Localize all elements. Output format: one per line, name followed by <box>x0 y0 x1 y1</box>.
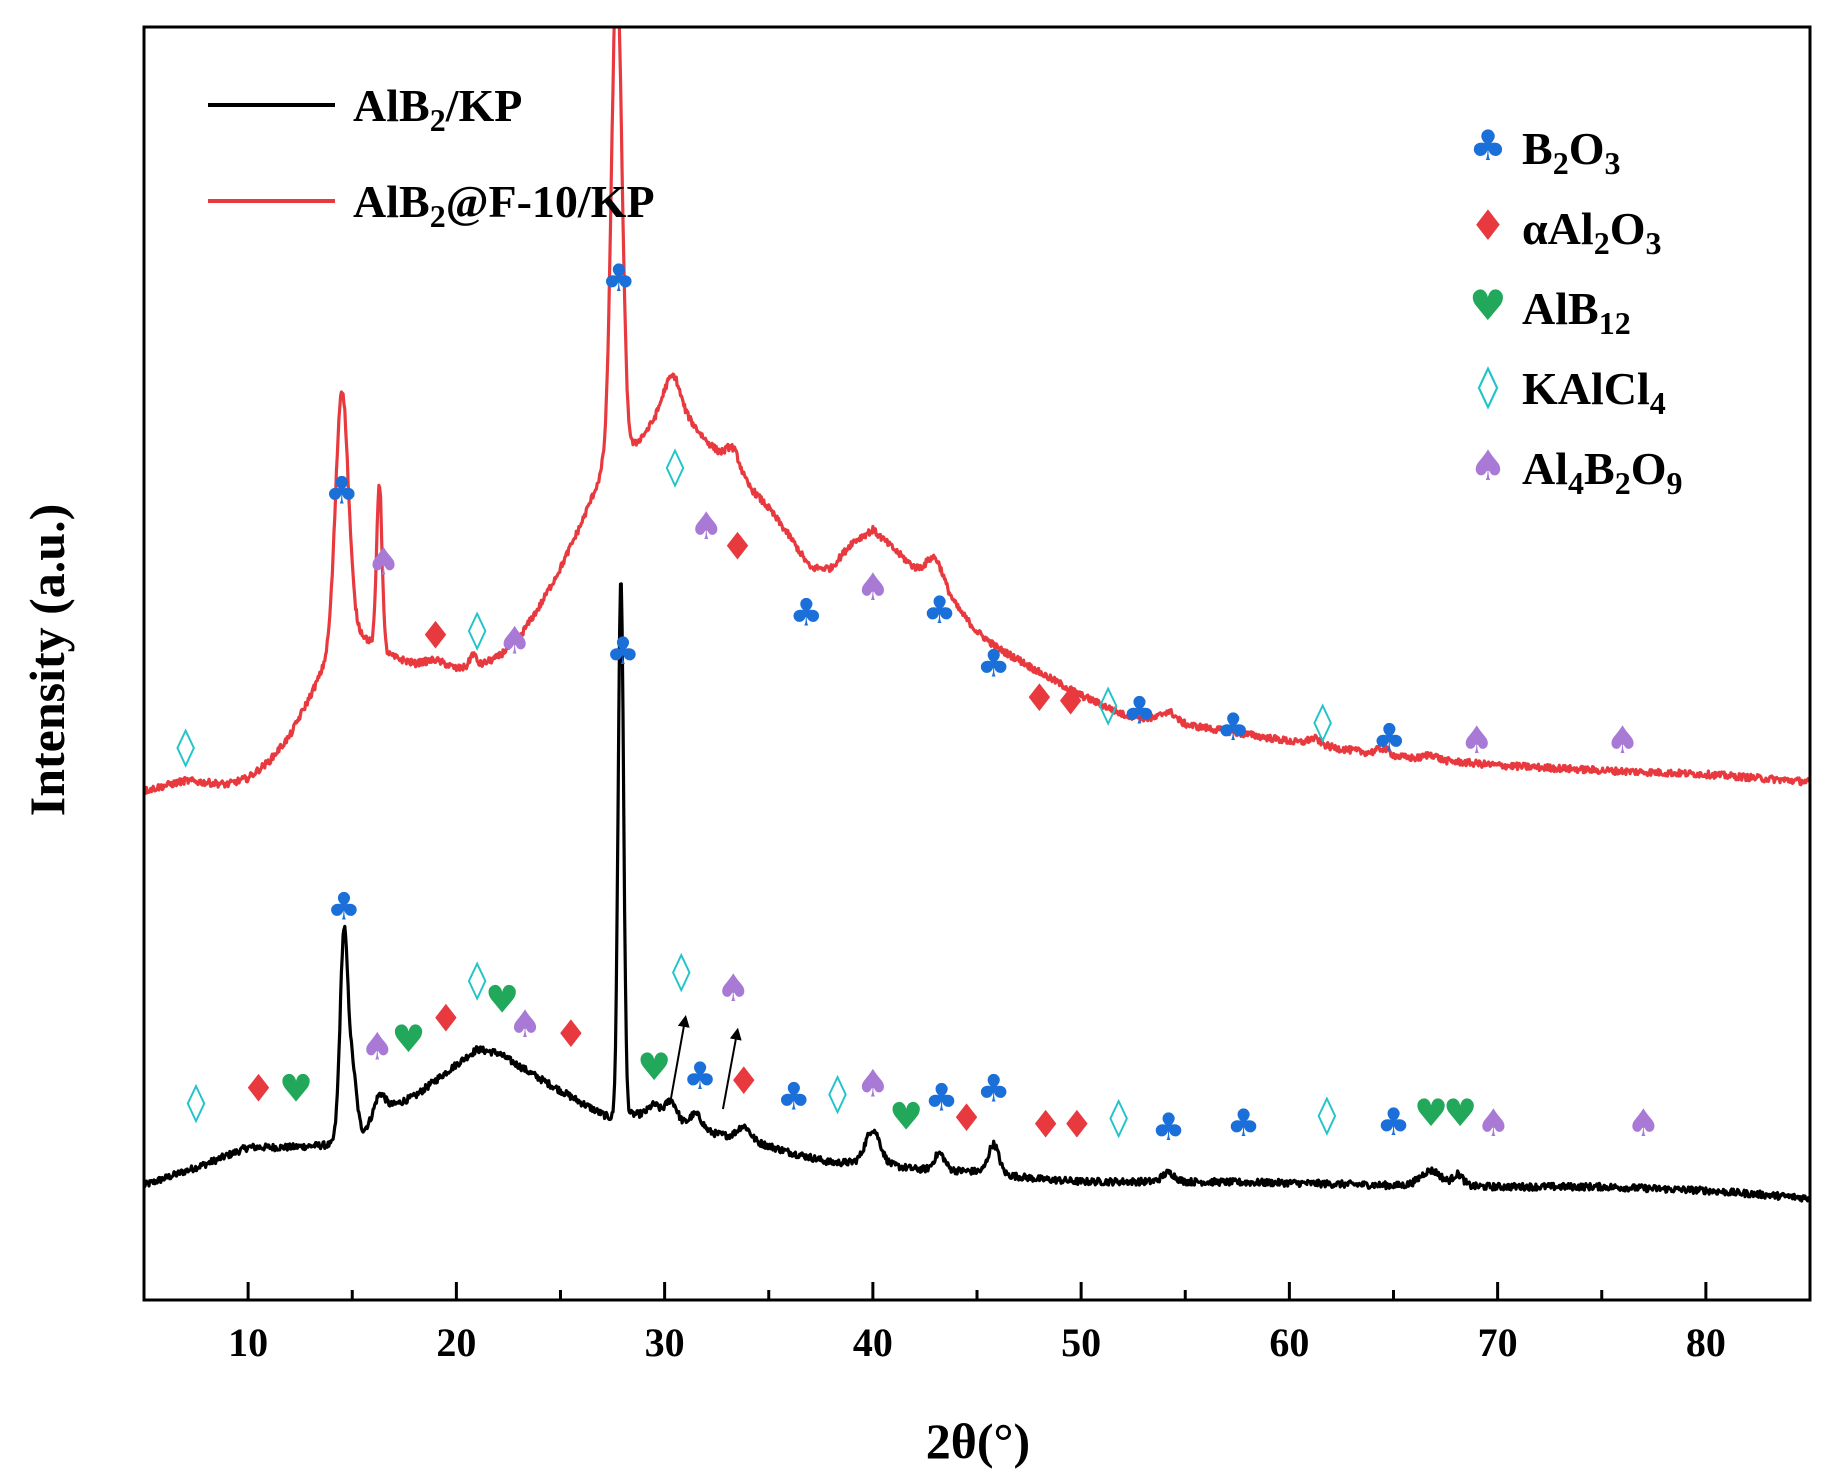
al4b2o9-marker-icon: ♠ <box>856 1062 890 1106</box>
al4b2o9-marker-icon: ♠ <box>498 619 532 663</box>
al4b2o9-marker-icon: ♠ <box>856 565 890 609</box>
phase-legend-label: AlB12 <box>1522 283 1631 341</box>
kalcl4-marker-icon: ◊ <box>666 444 685 488</box>
alpha-al2o3-marker-icon: ♦ <box>1022 676 1056 720</box>
phase-legend: ♣ B2O3 ♦ αAl2O3 ♥ AlB12 ◊ KAlCl4 ♠ Al4B2O9 <box>1469 121 1682 501</box>
annotation-arrow <box>669 1015 690 1100</box>
al4b2o9-marker-icon: ♠ <box>689 504 723 548</box>
x-tick-label: 40 <box>853 1320 893 1365</box>
al4b2o9-marker-icon: ♠ <box>1476 1101 1510 1145</box>
alpha-al2o3-marker-icon: ♦ <box>1060 1102 1094 1146</box>
alpha-al2o3-marker-icon: ♦ <box>950 1096 984 1140</box>
alpha-al2o3-marker-icon: ♦ <box>1029 1102 1063 1146</box>
b2o3-marker-icon: ♣ <box>606 629 640 673</box>
phase-legend-symbol-icon: ♠ <box>1469 441 1507 490</box>
b2o3-marker-icon: ♣ <box>977 1067 1011 1111</box>
phase-legend-symbol-icon: ♣ <box>1469 121 1507 170</box>
series-line-alb2-f10-kp <box>144 27 1810 795</box>
al4b2o9-marker-icon: ♠ <box>360 1025 394 1069</box>
b2o3-marker-icon: ♣ <box>977 642 1011 686</box>
annotation-arrow <box>721 1027 742 1110</box>
alb12-marker-icon: ♥ <box>637 1045 671 1089</box>
kalcl4-marker-icon: ◊ <box>1099 682 1118 726</box>
al4b2o9-marker-icon: ♠ <box>366 540 400 584</box>
b2o3-marker-icon: ♣ <box>1152 1105 1186 1149</box>
x-tick-label: 30 <box>645 1320 685 1365</box>
x-axis-ticks: 10 20 30 40 50 60 70 80 <box>228 1282 1726 1365</box>
phase-legend-label: B2O3 <box>1522 123 1620 181</box>
x-tick-label: 60 <box>1269 1320 1309 1365</box>
al4b2o9-marker-icon: ♠ <box>716 966 750 1010</box>
kalcl4-marker-icon: ◊ <box>187 1079 206 1123</box>
alpha-al2o3-marker-icon: ♦ <box>419 613 453 657</box>
alb12-marker-icon: ♥ <box>485 978 519 1022</box>
kalcl4-marker-icon: ◊ <box>176 724 195 768</box>
b2o3-marker-icon: ♣ <box>327 885 361 929</box>
alb12-marker-icon: ♥ <box>1414 1091 1448 1135</box>
alb12-marker-icon: ♥ <box>1443 1091 1477 1135</box>
x-tick-label: 80 <box>1686 1320 1726 1365</box>
phase-legend-symbol-icon: ◊ <box>1478 361 1499 410</box>
phase-legend-label: KAlCl4 <box>1522 363 1666 421</box>
x-tick-label: 20 <box>436 1320 476 1365</box>
b2o3-marker-icon: ♣ <box>789 591 823 635</box>
phase-marker-layer: ◊♣♠♦ ◊ ♠♣◊♠♦♣♠♣♣♦♦ ◊ ♣ ♣ ◊ ♣ ♠ ♠♣♣◊ ♦ ♥♠♥ ♦◊♥♠ ♦♥◊♣♠♦… <box>176 256 1660 1149</box>
b2o3-marker-icon: ♣ <box>602 256 636 300</box>
alpha-al2o3-marker-icon: ♦ <box>429 997 463 1041</box>
b2o3-marker-icon: ♣ <box>1122 689 1156 733</box>
b2o3-marker-icon: ♣ <box>925 1076 959 1120</box>
b2o3-marker-icon: ♣ <box>922 588 956 632</box>
phase-legend-symbol-icon: ♥ <box>1469 281 1507 330</box>
al4b2o9-marker-icon: ♠ <box>508 1002 542 1046</box>
b2o3-marker-icon: ♣ <box>777 1074 811 1118</box>
phase-legend-symbol-icon: ♦ <box>1469 201 1507 250</box>
phase-legend-label: αAl2O3 <box>1522 203 1661 261</box>
alpha-al2o3-marker-icon: ♦ <box>554 1012 588 1056</box>
kalcl4-marker-icon: ◊ <box>1109 1095 1128 1139</box>
alpha-al2o3-marker-icon: ♦ <box>727 1059 761 1103</box>
line-legend: AlB2/KP AlB2@F-10/KP <box>208 80 655 234</box>
al4b2o9-marker-icon: ♠ <box>1460 718 1494 762</box>
kalcl4-marker-icon: ◊ <box>672 948 691 992</box>
kalcl4-marker-icon: ◊ <box>468 607 487 651</box>
alb12-marker-icon: ♥ <box>391 1017 425 1061</box>
alb12-marker-icon: ♥ <box>279 1067 313 1111</box>
b2o3-marker-icon: ♣ <box>1372 715 1406 759</box>
y-axis-label: Intensity (a.u.) <box>19 504 75 817</box>
line-legend-label: AlB2/KP <box>353 80 522 138</box>
x-tick-label: 50 <box>1061 1320 1101 1365</box>
line-legend-label: AlB2@F-10/KP <box>353 176 655 234</box>
kalcl4-marker-icon: ◊ <box>828 1071 847 1115</box>
b2o3-marker-icon: ♣ <box>1216 705 1250 749</box>
x-axis-label: 2θ(°) <box>926 1413 1030 1469</box>
alb12-marker-icon: ♥ <box>889 1095 923 1139</box>
al4b2o9-marker-icon: ♠ <box>1606 718 1640 762</box>
arrow-layer <box>669 1015 742 1110</box>
b2o3-marker-icon: ♣ <box>1376 1100 1410 1144</box>
b2o3-marker-icon: ♣ <box>1227 1101 1261 1145</box>
b2o3-marker-icon: ♣ <box>683 1054 717 1098</box>
alpha-al2o3-marker-icon: ♦ <box>1054 680 1088 724</box>
series-line-alb2-kp <box>144 582 1810 1203</box>
x-tick-label: 70 <box>1478 1320 1518 1365</box>
phase-legend-label: Al4B2O9 <box>1522 443 1682 501</box>
x-tick-label: 10 <box>228 1320 268 1365</box>
b2o3-marker-icon: ♣ <box>325 468 359 512</box>
alpha-al2o3-marker-icon: ♦ <box>241 1067 275 1111</box>
al4b2o9-marker-icon: ♠ <box>1626 1101 1660 1145</box>
series-layer <box>144 27 1810 1203</box>
kalcl4-marker-icon: ◊ <box>1313 699 1332 743</box>
kalcl4-marker-icon: ◊ <box>468 957 487 1001</box>
kalcl4-marker-icon: ◊ <box>1317 1092 1336 1136</box>
alpha-al2o3-marker-icon: ♦ <box>720 524 754 568</box>
